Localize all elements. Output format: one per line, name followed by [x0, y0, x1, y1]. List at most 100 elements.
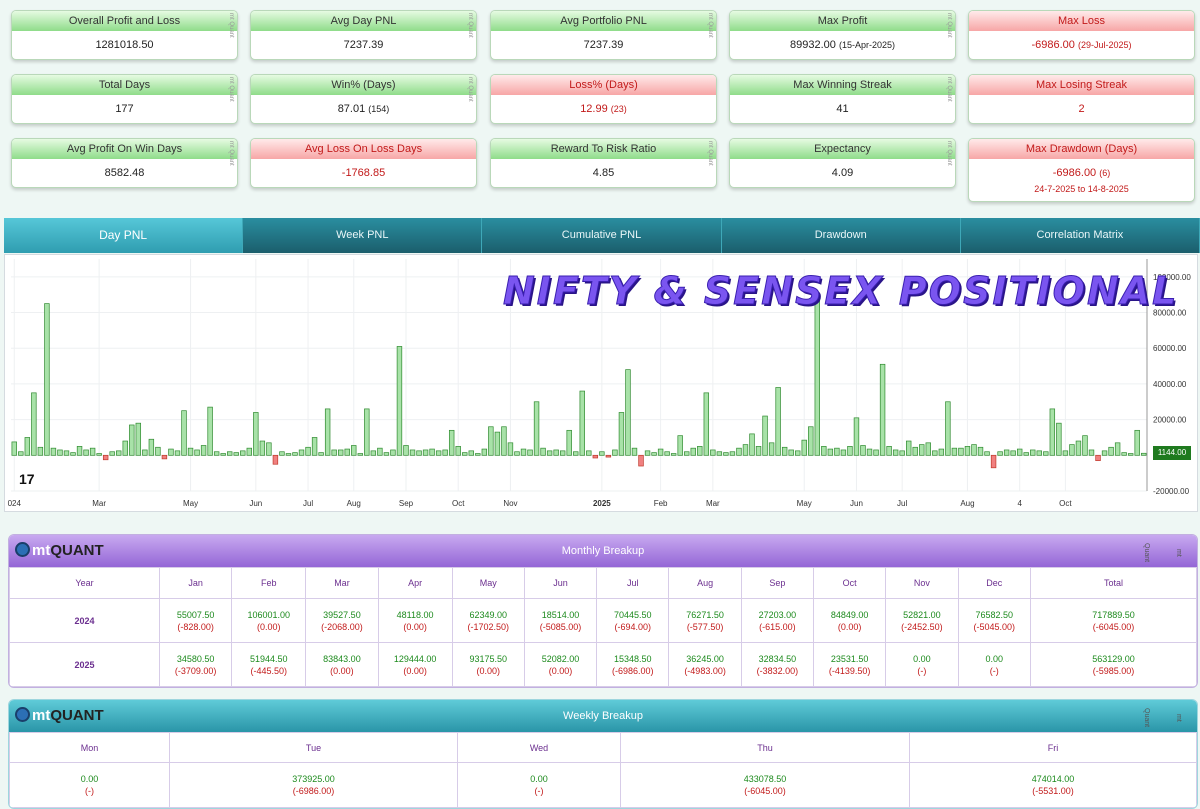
profit-bar [873, 449, 879, 456]
drawdown-value: (0.00) [548, 665, 573, 676]
profit-bar [285, 453, 292, 456]
watermark: mt Quant [707, 13, 713, 38]
pnl-value: 83843.00 [323, 653, 361, 664]
loss-bar [1095, 454, 1101, 462]
pnl-value: 563129.00 [1092, 653, 1135, 664]
stat-card-value-row: 7237.39 [251, 31, 476, 51]
watermark: mt Quant [1143, 543, 1182, 563]
stat-card-title: Max Drawdown (Days) [969, 139, 1194, 159]
x-tick-label: 2025 [593, 499, 611, 508]
month-header: Jun [523, 567, 598, 599]
pnl-value: 0.00 [985, 653, 1004, 664]
stat-card-title: Avg Day PNL [251, 11, 476, 31]
x-tick-label: Feb [654, 499, 668, 508]
profit-bar [788, 449, 794, 456]
stat-card-value-row: 7237.39 [491, 31, 716, 51]
profit-bar [57, 449, 63, 456]
profit-bar [76, 446, 83, 456]
profit-bar [573, 451, 579, 456]
stat-card-value-row: 4.09 [730, 159, 955, 179]
pnl-value: 0.00 [530, 774, 548, 784]
profit-bar [892, 449, 899, 456]
stat-card-value: -6986.00 [1052, 167, 1097, 179]
globe-icon [15, 707, 30, 722]
tab-correlation-matrix[interactable]: Correlation Matrix [960, 218, 1200, 253]
profit-bar [462, 452, 468, 456]
profit-bar [383, 452, 390, 456]
tab-day-pnl[interactable]: Day PNL [4, 218, 244, 253]
profit-bar [259, 440, 266, 456]
loss-bar [605, 454, 612, 458]
profit-bar [31, 392, 37, 456]
profit-bar [762, 415, 768, 456]
watermark: mt Quant [946, 13, 952, 38]
stat-card-sub: (23) [610, 104, 627, 114]
profit-bar [527, 449, 533, 456]
profit-bar [442, 449, 448, 456]
profit-bar [1075, 440, 1082, 456]
pnl-value: 0.00 [913, 653, 931, 664]
month-pnl-cell: 93175.50 (0.00) [451, 642, 525, 687]
pnl-value: 106001.00 [247, 609, 291, 620]
profit-bar [507, 442, 514, 456]
profit-bar [997, 451, 1003, 456]
stat-card-value-row: 8582.48 [12, 159, 237, 179]
x-tick-label: Aug [347, 499, 361, 508]
month-header: Oct [812, 567, 887, 599]
stat-card-sub: (29-Jul-2025) [1077, 40, 1132, 50]
profit-bar [1003, 449, 1010, 456]
profit-bar [808, 426, 814, 456]
month-pnl-cell: 84849.00 (0.00) [812, 598, 887, 643]
month-pnl-cell: 106001.00 (0.00) [231, 598, 307, 643]
profit-bar [677, 435, 683, 456]
stat-card-value-row: 12.99 (23) [491, 95, 716, 115]
stat-card-avg-portfolio-pnl: Avg Portfolio PNL mt Quant 7237.39 [490, 10, 717, 60]
pnl-value: 32834.50 [758, 653, 797, 664]
pnl-value: 70445.50 [614, 609, 652, 620]
month-pnl-cell: 70445.50 (-694.00) [596, 598, 670, 643]
stat-card-value: 7237.39 [343, 39, 384, 51]
drawdown-value: (-6045.00) [1092, 621, 1135, 632]
stat-card-title: Total Days [12, 75, 237, 95]
profit-bar [1121, 452, 1127, 456]
stat-card-value-row: 87.01 (154) [251, 95, 476, 115]
profit-bar [612, 449, 618, 456]
profit-bar [324, 408, 331, 456]
profit-bar [1036, 450, 1042, 456]
profit-bar [129, 424, 135, 456]
profit-bar [37, 446, 44, 456]
month-pnl-cell: 48118.00 (0.00) [377, 598, 453, 643]
stat-card-value-row: 4.85 [491, 159, 716, 179]
stat-card-value: 87.01 [337, 103, 366, 115]
profit-bar [533, 401, 540, 456]
pnl-value: 76582.50 [975, 609, 1014, 620]
profit-bar [919, 444, 925, 456]
stat-card-value: 4.09 [831, 167, 854, 179]
stat-card-value-row: 41 [730, 95, 955, 115]
stat-card-expectancy: Expectancy mt Quant 4.09 [729, 138, 956, 188]
watermark: mt Quant [228, 13, 234, 38]
stat-card-value-row: -6986.00 (29-Jul-2025) [969, 31, 1194, 51]
month-header: Apr [377, 567, 453, 599]
tab-cumulative-pnl[interactable]: Cumulative PNL [482, 218, 722, 253]
x-tick-label: May [797, 499, 812, 508]
table-row: 2024 55007.50 (-828.00) 106001.00 (0.00) 3952… [9, 598, 1197, 643]
profit-bar [546, 450, 553, 456]
month-pnl-cell: 0.00 (-) [957, 642, 1032, 687]
weekday-header: Thu [620, 732, 910, 763]
x-tick-label: Sep [399, 499, 414, 508]
tab-drawdown[interactable]: Drawdown [721, 218, 961, 253]
profit-bar [984, 451, 990, 456]
profit-bar [1082, 435, 1088, 456]
watermark: mt Quant [946, 77, 952, 102]
tab-week-pnl[interactable]: Week PNL [243, 218, 483, 253]
profit-bar [945, 401, 951, 456]
stat-card-title: Loss% (Days) [491, 75, 716, 95]
profit-bar [409, 449, 416, 456]
profit-bar [559, 450, 566, 456]
profit-bar [834, 447, 840, 456]
x-tick-label: Jun [850, 499, 863, 508]
month-header: Nov [885, 567, 959, 599]
profit-bar [697, 446, 703, 456]
profit-bar [364, 408, 370, 456]
